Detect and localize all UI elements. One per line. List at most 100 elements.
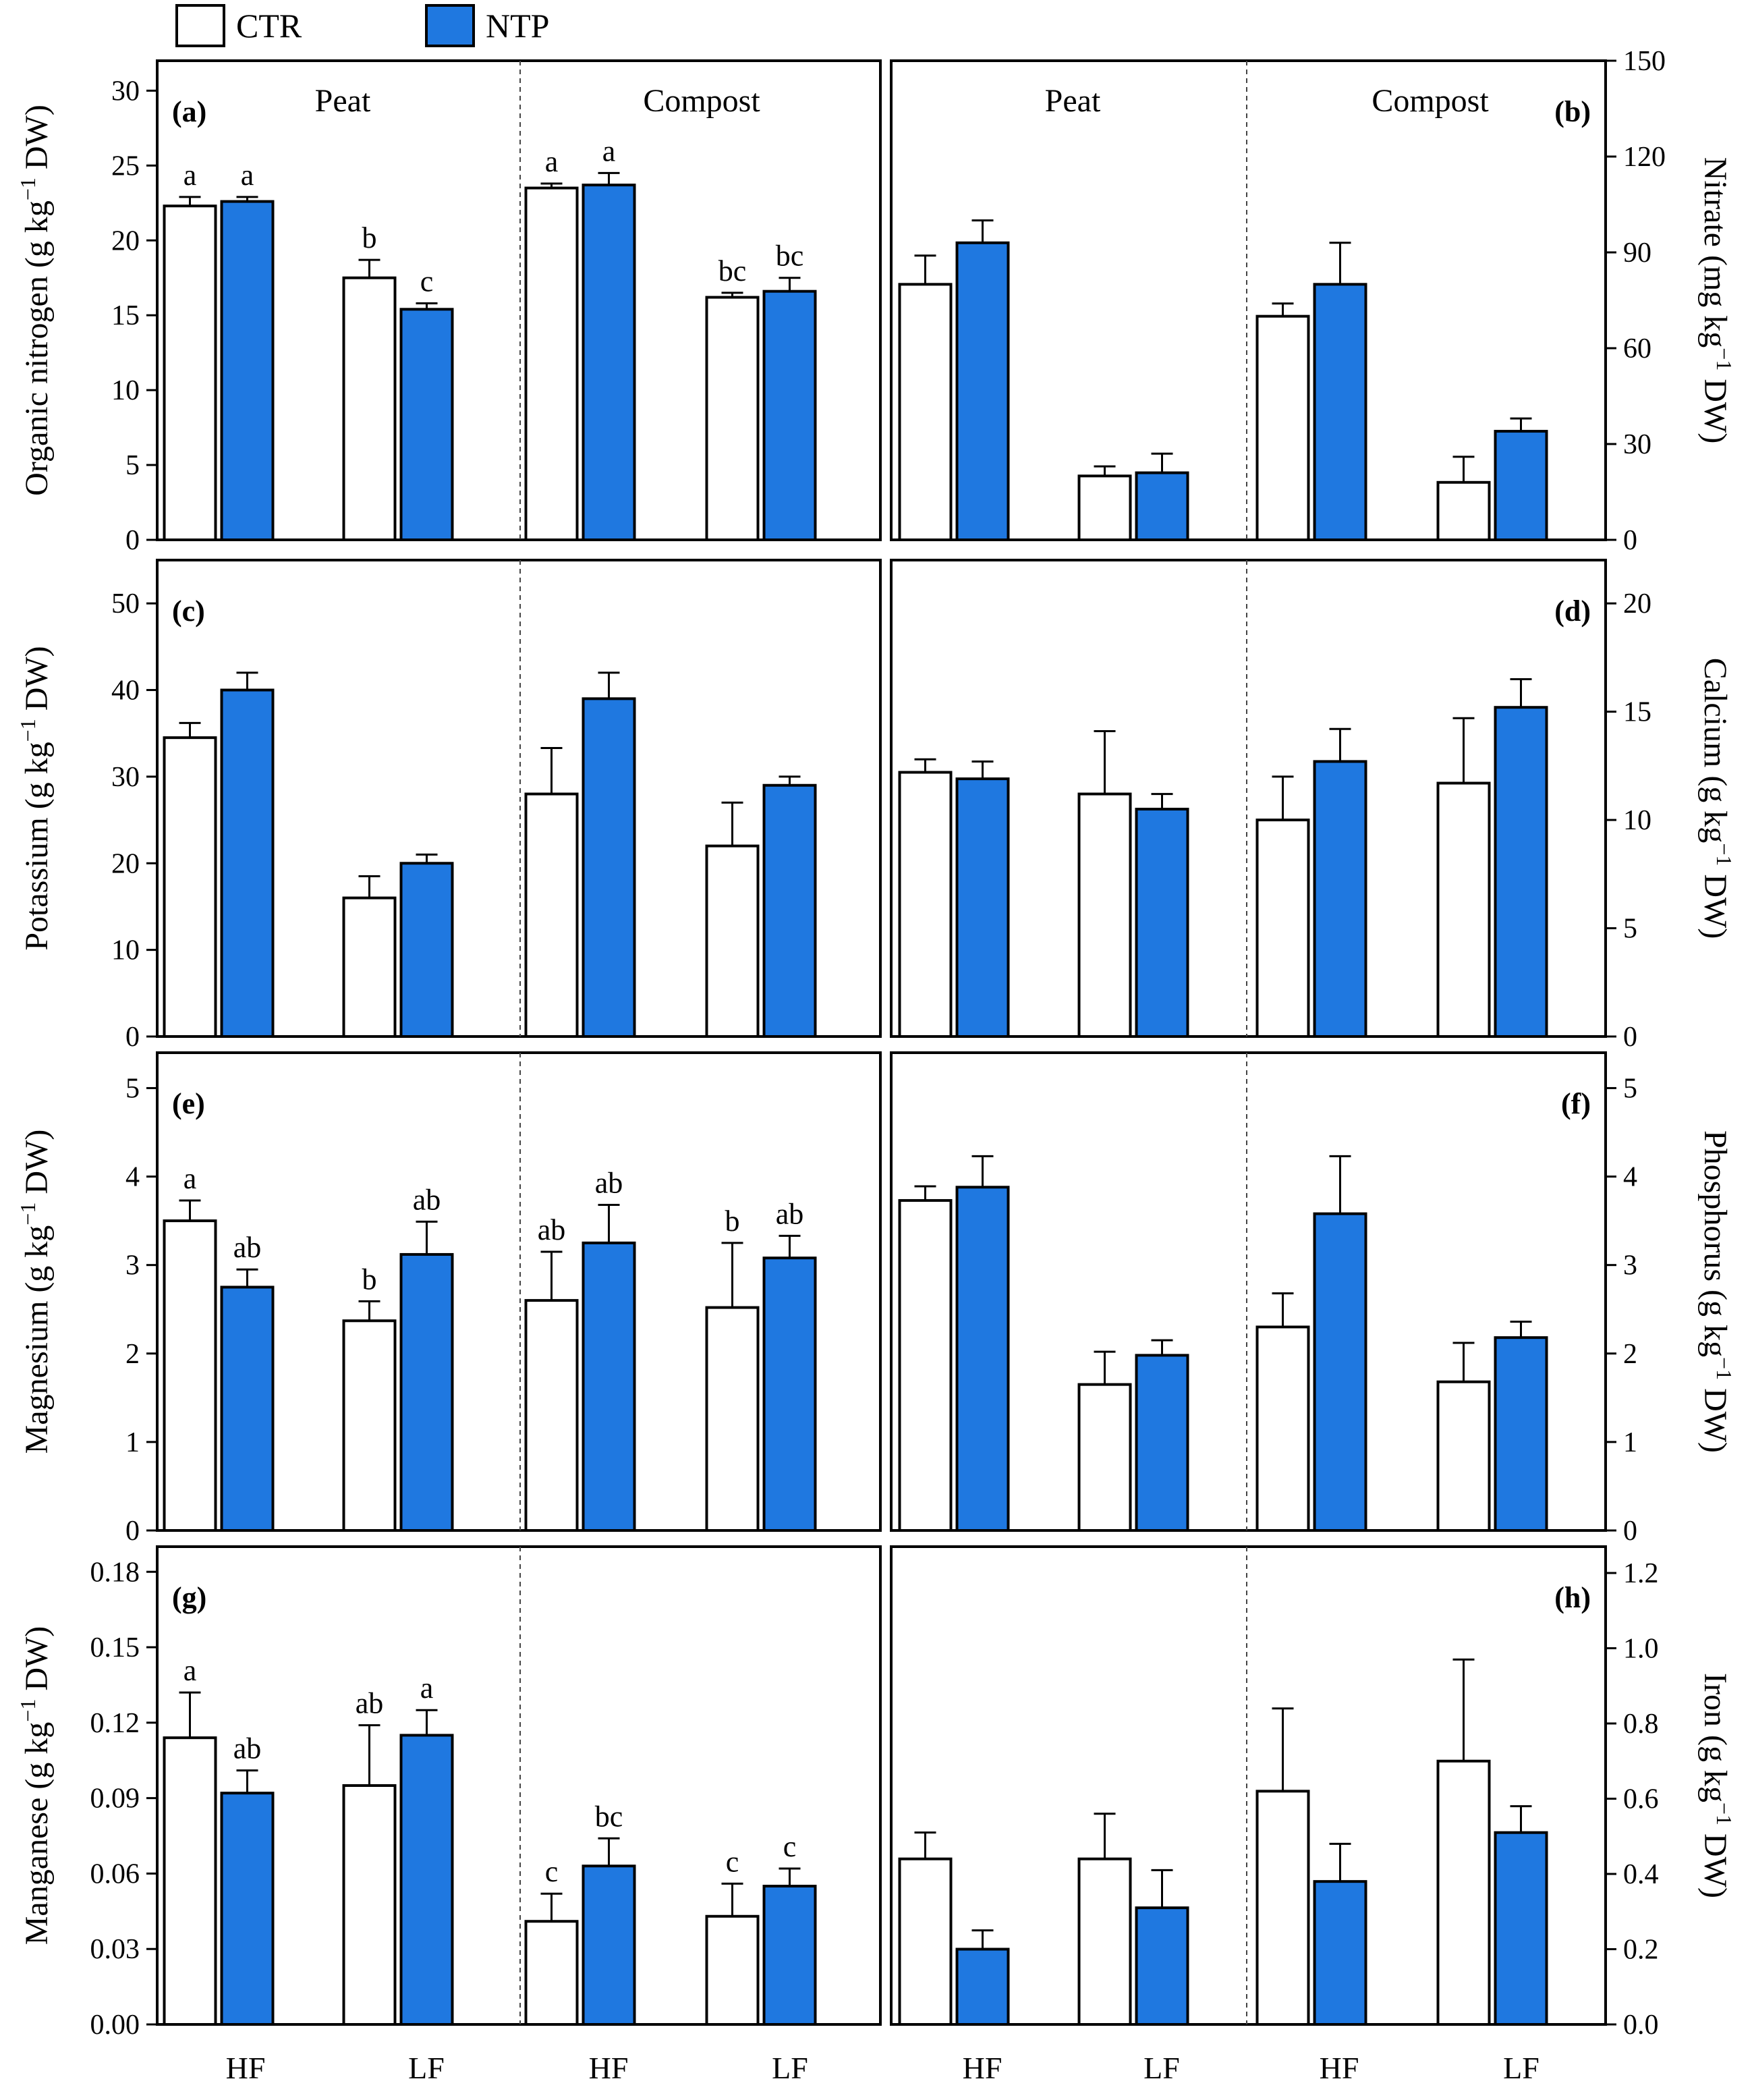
bar-ctr-h-2 <box>1255 1790 1310 2026</box>
bar-ntp-b-3 <box>1494 430 1548 541</box>
x-label-peat-lf-right: LF <box>1143 2051 1180 2085</box>
y-tick-label-a-0: 0 <box>125 525 140 556</box>
y-tick-label-f-3: 3 <box>1623 1250 1637 1281</box>
sig-letter-ntp-a-0: a <box>241 159 254 192</box>
x-label-compost-hf-left: HF <box>589 2051 629 2085</box>
y-tick-label-f-1: 1 <box>1623 1427 1637 1458</box>
y-tick-label-c-4: 40 <box>111 675 140 707</box>
y-axis-title-g: Manganese (g kg−1 DW) <box>16 1626 55 1945</box>
y-tick-label-a-4: 20 <box>111 225 140 256</box>
x-label-compost-lf-right: LF <box>1503 2051 1539 2085</box>
group-label-peat-a: Peat <box>315 83 371 119</box>
bar-ntp-c-1 <box>399 862 454 1038</box>
y-tick-label-b-4: 120 <box>1623 142 1666 173</box>
y-tick-label-d-2: 10 <box>1623 805 1651 836</box>
y-tick-label-a-6: 30 <box>111 76 140 107</box>
y-tick-label-g-3: 0.09 <box>90 1784 140 1815</box>
y-tick-label-f-2: 2 <box>1623 1339 1637 1370</box>
y-axis-title-b: Nitrate (mg kg−1 DW) <box>1697 157 1736 444</box>
bar-ctr-d-0 <box>898 771 953 1039</box>
y-tick-label-h-6: 1.2 <box>1623 1558 1659 1589</box>
y-tick-label-g-4: 0.12 <box>90 1708 140 1739</box>
y-tick-label-b-1: 30 <box>1623 429 1651 460</box>
y-axis-title-h: Iron (g kg−1 DW) <box>1697 1673 1736 1898</box>
panel-label-d: (d) <box>1554 595 1591 628</box>
y-tick-label-g-0: 0.00 <box>90 2010 140 2041</box>
y-axis-title-e: Magnesium (g kg−1 DW) <box>16 1130 55 1454</box>
y-axis-title-a: Organic nitrogen (g kg−1 DW) <box>16 105 55 496</box>
panel-frame-d <box>890 559 1607 1038</box>
sig-letter-ntp-g-0: ab <box>233 1732 262 1765</box>
panel-frame-f <box>890 1051 1607 1532</box>
group-label-compost-a: Compost <box>643 83 760 119</box>
bar-ctr-g-1 <box>342 1784 397 2026</box>
bar-ntp-g-3 <box>762 1885 817 2026</box>
bar-ctr-c-1 <box>342 896 397 1038</box>
bar-ntp-a-3 <box>762 289 817 541</box>
y-tick-label-h-5: 1.0 <box>1623 1634 1659 1665</box>
bar-ntp-a-2 <box>582 184 636 541</box>
bar-ntp-d-2 <box>1313 760 1367 1038</box>
bar-ctr-d-2 <box>1255 819 1310 1039</box>
panel-label-c: (c) <box>172 595 205 628</box>
y-tick-label-b-2: 60 <box>1623 333 1651 364</box>
panel-f: 0 1 2 3 4 5 Phosphorus (g kg−1 DW) (f) <box>890 1051 1736 1547</box>
bar-ctr-h-3 <box>1436 1759 1491 2026</box>
x-axis-labels: HF LF HF LF HF LF HF LF <box>226 2051 1539 2085</box>
y-tick-label-f-4: 4 <box>1623 1162 1637 1193</box>
sig-letter-ctr-e-2: ab <box>538 1213 566 1246</box>
panel-c: 0 10 20 30 40 50 Potassium (g kg−1 DW) (c) <box>16 559 882 1053</box>
bar-ntp-h-3 <box>1494 1831 1548 2026</box>
bar-ntp-e-2 <box>582 1241 636 1532</box>
y-tick-label-b-0: 0 <box>1623 525 1637 556</box>
bar-ntp-d-1 <box>1135 808 1189 1038</box>
bar-ntp-c-2 <box>582 697 636 1039</box>
bar-ntp-h-2 <box>1313 1880 1367 2026</box>
bar-ctr-b-0 <box>898 283 953 541</box>
y-tick-label-e-5: 5 <box>125 1073 140 1104</box>
y-tick-label-h-2: 0.4 <box>1623 1859 1659 1890</box>
bar-ntp-a-1 <box>399 308 454 541</box>
bar-ntp-d-0 <box>955 777 1010 1038</box>
bar-ctr-a-3 <box>705 296 760 541</box>
bar-ctr-f-1 <box>1077 1383 1132 1532</box>
x-label-peat-lf-left: LF <box>408 2051 445 2085</box>
panel-label-e: (e) <box>172 1087 205 1120</box>
y-tick-label-b-5: 150 <box>1623 46 1666 77</box>
panel-label-b: (b) <box>1554 95 1591 128</box>
sig-letter-ctr-e-0: a <box>183 1162 197 1195</box>
bar-ctr-b-3 <box>1436 480 1491 541</box>
sig-letter-ctr-g-2: c <box>545 1855 559 1888</box>
y-tick-label-c-1: 10 <box>111 935 140 966</box>
y-tick-label-g-5: 0.15 <box>90 1632 140 1663</box>
y-tick-label-c-5: 50 <box>111 588 140 619</box>
y-tick-label-a-1: 5 <box>125 450 140 481</box>
bar-ctr-h-0 <box>898 1857 953 2026</box>
panel-label-h: (h) <box>1554 1581 1591 1614</box>
panel-b: 0 30 60 90 120 150 Nitrate (mg kg−1 DW) (b) Peat… <box>890 46 1736 556</box>
x-label-peat-hf-left: HF <box>226 2051 266 2085</box>
y-tick-label-b-3: 90 <box>1623 238 1651 269</box>
y-tick-label-d-0: 0 <box>1623 1022 1637 1053</box>
x-label-peat-hf-right: HF <box>963 2051 1002 2085</box>
bar-ctr-c-3 <box>705 844 760 1038</box>
bar-ctr-f-3 <box>1436 1380 1491 1532</box>
bar-ctr-f-2 <box>1255 1325 1310 1532</box>
legend-swatch-ntp <box>425 4 475 47</box>
y-tick-label-c-2: 20 <box>111 848 140 879</box>
bar-ctr-h-1 <box>1077 1857 1132 2026</box>
panel-label-a: (a) <box>172 95 206 128</box>
bar-ctr-g-2 <box>524 1920 579 2026</box>
legend-swatch-ctr <box>175 4 225 47</box>
bar-ctr-a-2 <box>524 186 579 541</box>
sig-letter-ntp-e-2: ab <box>595 1167 623 1200</box>
bar-ntp-f-2 <box>1313 1212 1367 1532</box>
group-label-peat-b: Peat <box>1045 83 1101 119</box>
bar-ctr-b-2 <box>1255 314 1310 541</box>
y-tick-label-a-3: 15 <box>111 300 140 331</box>
bar-ctr-d-1 <box>1077 792 1132 1038</box>
bar-ntp-h-0 <box>955 1947 1010 2026</box>
